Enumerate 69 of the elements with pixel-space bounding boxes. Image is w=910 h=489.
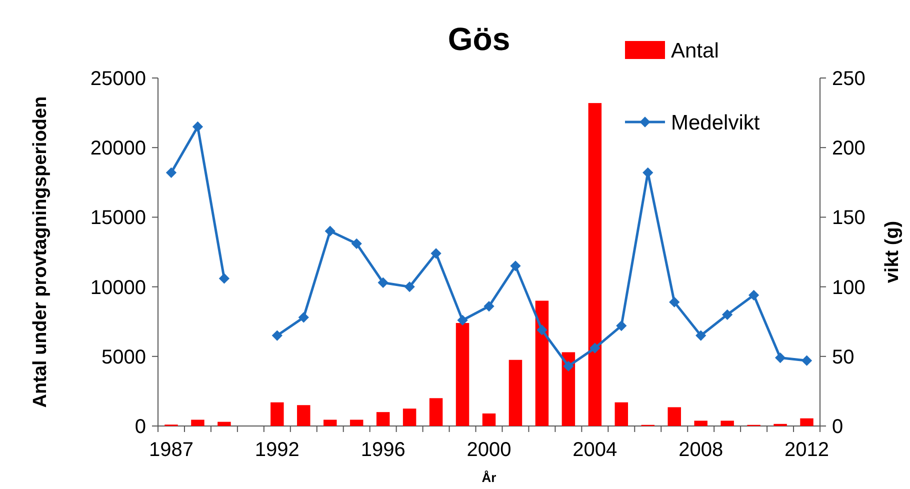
x-tick-label: 2008: [678, 439, 724, 461]
point: [563, 360, 574, 372]
point: [748, 290, 760, 300]
y2-tick-label: 0: [832, 416, 844, 438]
point: [722, 309, 733, 320]
point: [404, 281, 415, 292]
y-tick-label: 20000: [90, 138, 146, 160]
x-tick-label: 2012: [784, 439, 830, 461]
y-tick-label: 0: [134, 416, 146, 438]
point: [430, 248, 442, 259]
x-tick-label: 1992: [254, 439, 300, 461]
legend-label: Medelvikt: [671, 111, 760, 134]
y2-tick-label: 100: [832, 276, 866, 299]
bar: [508, 360, 522, 426]
point: [484, 300, 494, 312]
bar: [694, 420, 708, 426]
bar: [402, 408, 416, 426]
point: [351, 238, 362, 249]
y-axis-title: Antal under provtagningsperioden: [30, 96, 51, 408]
bar: [429, 398, 443, 426]
point: [536, 324, 548, 336]
point: [801, 355, 812, 366]
bar: [800, 418, 814, 426]
point: [457, 314, 468, 326]
point: [324, 226, 336, 236]
y-tick-label: 5000: [102, 346, 146, 368]
bar: [350, 420, 364, 426]
x-tick-label: 1987: [148, 439, 194, 461]
legend-label: Antal: [671, 39, 719, 62]
y2-tick-label: 250: [832, 68, 866, 90]
y-tick-label: 25000: [90, 68, 146, 90]
point: [642, 167, 654, 178]
y2-tick-label: 200: [832, 138, 866, 160]
point: [510, 260, 521, 272]
bar: [270, 402, 284, 426]
bar: [218, 422, 231, 426]
bar: [720, 420, 734, 426]
bar: [668, 407, 681, 426]
y-tick-label: 10000: [90, 276, 146, 299]
y2-tick-label: 150: [832, 207, 866, 230]
y2-axis-title: vikt (g): [882, 220, 903, 284]
bar: [482, 413, 496, 426]
point: [218, 273, 230, 284]
bar: [191, 420, 204, 426]
y-tick-label: 15000: [90, 207, 146, 230]
point: [616, 320, 627, 332]
bar: [535, 300, 549, 426]
bar: [456, 322, 470, 426]
chart-title: Gös: [448, 21, 510, 57]
x-tick-label: 2000: [466, 439, 512, 461]
point: [774, 352, 786, 364]
y2-tick-label: 50: [832, 346, 854, 368]
x-axis-title: År: [482, 470, 496, 485]
bar: [376, 412, 390, 426]
point: [669, 296, 680, 308]
point: [590, 342, 600, 354]
x-tick-label: 2004: [572, 439, 618, 461]
bar: [588, 103, 602, 426]
point: [298, 312, 309, 323]
x-tick-label: 1996: [360, 439, 406, 461]
point: [378, 277, 388, 288]
bar: [324, 420, 337, 426]
bar: [297, 405, 310, 426]
point: [192, 121, 204, 132]
point: [696, 330, 706, 341]
point: [166, 167, 177, 178]
bar: [614, 402, 628, 426]
bar: [562, 352, 576, 426]
point: [272, 330, 282, 341]
